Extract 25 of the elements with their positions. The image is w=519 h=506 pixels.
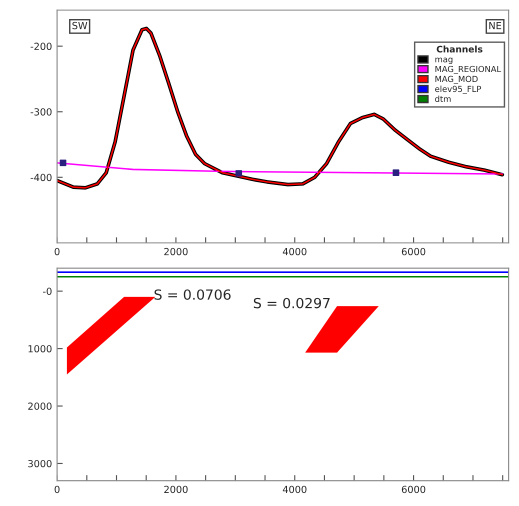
x-tick-label: 2000 [164, 486, 188, 494]
y-tick-label: -200 [30, 42, 52, 50]
legend-label: MAG_REGIONAL [435, 66, 502, 74]
annotation: S = 0.0297 [254, 298, 330, 308]
legend-title: Channels [436, 46, 482, 53]
x-tick-label: 4000 [282, 248, 306, 256]
y-tick-label: 3000 [28, 460, 52, 468]
x-tick-label: 2000 [164, 248, 188, 256]
legend-label: dtm [435, 96, 451, 102]
legend-label: elev95_FLP [435, 86, 482, 94]
y-tick-label: -300 [30, 108, 52, 116]
legend-label: MAG_MOD [435, 76, 478, 84]
y-tick-label: 1000 [28, 345, 52, 352]
x-tick-label: 6000 [402, 486, 426, 494]
y-tick-label: 2000 [28, 402, 52, 410]
y-tick-label: -400 [30, 174, 52, 182]
x-tick-label: 6000 [402, 248, 426, 256]
annotation: NE [489, 22, 502, 30]
x-tick-label: 0 [54, 486, 60, 494]
x-tick-label: 0 [54, 248, 60, 256]
annotation: S = 0.0706 [154, 289, 231, 300]
x-tick-label: 4000 [282, 486, 306, 494]
y-tick-label: -0 [43, 288, 52, 295]
annotation: SW [72, 22, 88, 30]
legend-label: mag [435, 58, 452, 64]
